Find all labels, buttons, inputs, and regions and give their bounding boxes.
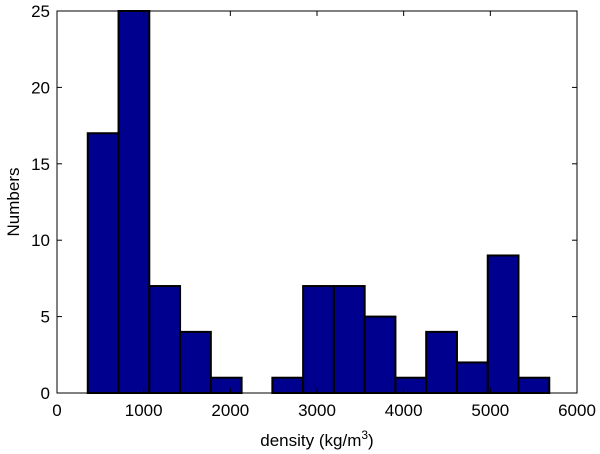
x-axis-label-main: density (kg/m (260, 431, 361, 450)
y-axis-label: Numbers (4, 168, 23, 237)
histogram-bar-11 (425, 330, 458, 395)
histogram-bar-2 (148, 285, 182, 395)
y-tick-label-5: 25 (31, 2, 50, 21)
y-axis-ticks: 0 5 10 15 20 25 (31, 2, 577, 403)
histogram-bar-3 (179, 330, 212, 395)
histogram-bar-13 (486, 254, 520, 394)
histogram-bar-1 (117, 10, 151, 394)
x-axis-label: density (kg/m3) (260, 428, 373, 450)
histogram-bar-8 (332, 285, 366, 395)
histogram-bar-0 (86, 132, 120, 395)
x-tick-label-6: 6000 (558, 401, 596, 420)
histogram-bar-6 (271, 376, 305, 395)
histogram-bar-7 (302, 285, 335, 395)
y-tick-label-3: 15 (31, 155, 50, 174)
x-tick-label-2: 2000 (211, 401, 249, 420)
x-axis-ticks: 0 1000 2000 3000 4000 5000 6000 (52, 11, 596, 420)
x-tick-label-1: 1000 (125, 401, 163, 420)
x-tick-label-5: 5000 (471, 401, 509, 420)
bars-group (86, 10, 551, 395)
x-tick-label-4: 4000 (385, 401, 423, 420)
histogram-bar-4 (209, 376, 243, 395)
x-axis-label-suffix: ) (368, 431, 374, 450)
histogram-bar-9 (363, 315, 397, 395)
x-tick-label-0: 0 (52, 401, 61, 420)
y-tick-label-2: 10 (31, 231, 50, 250)
y-tick-label-4: 20 (31, 78, 50, 97)
y-tick-label-1: 5 (41, 308, 50, 327)
histogram-bar-14 (517, 376, 551, 395)
x-tick-label-3: 3000 (298, 401, 336, 420)
x-axis-label-superscript: 3 (361, 428, 368, 442)
histogram-bar-10 (394, 376, 428, 395)
y-tick-label-0: 0 (41, 384, 50, 403)
histogram-bar-12 (455, 361, 489, 395)
